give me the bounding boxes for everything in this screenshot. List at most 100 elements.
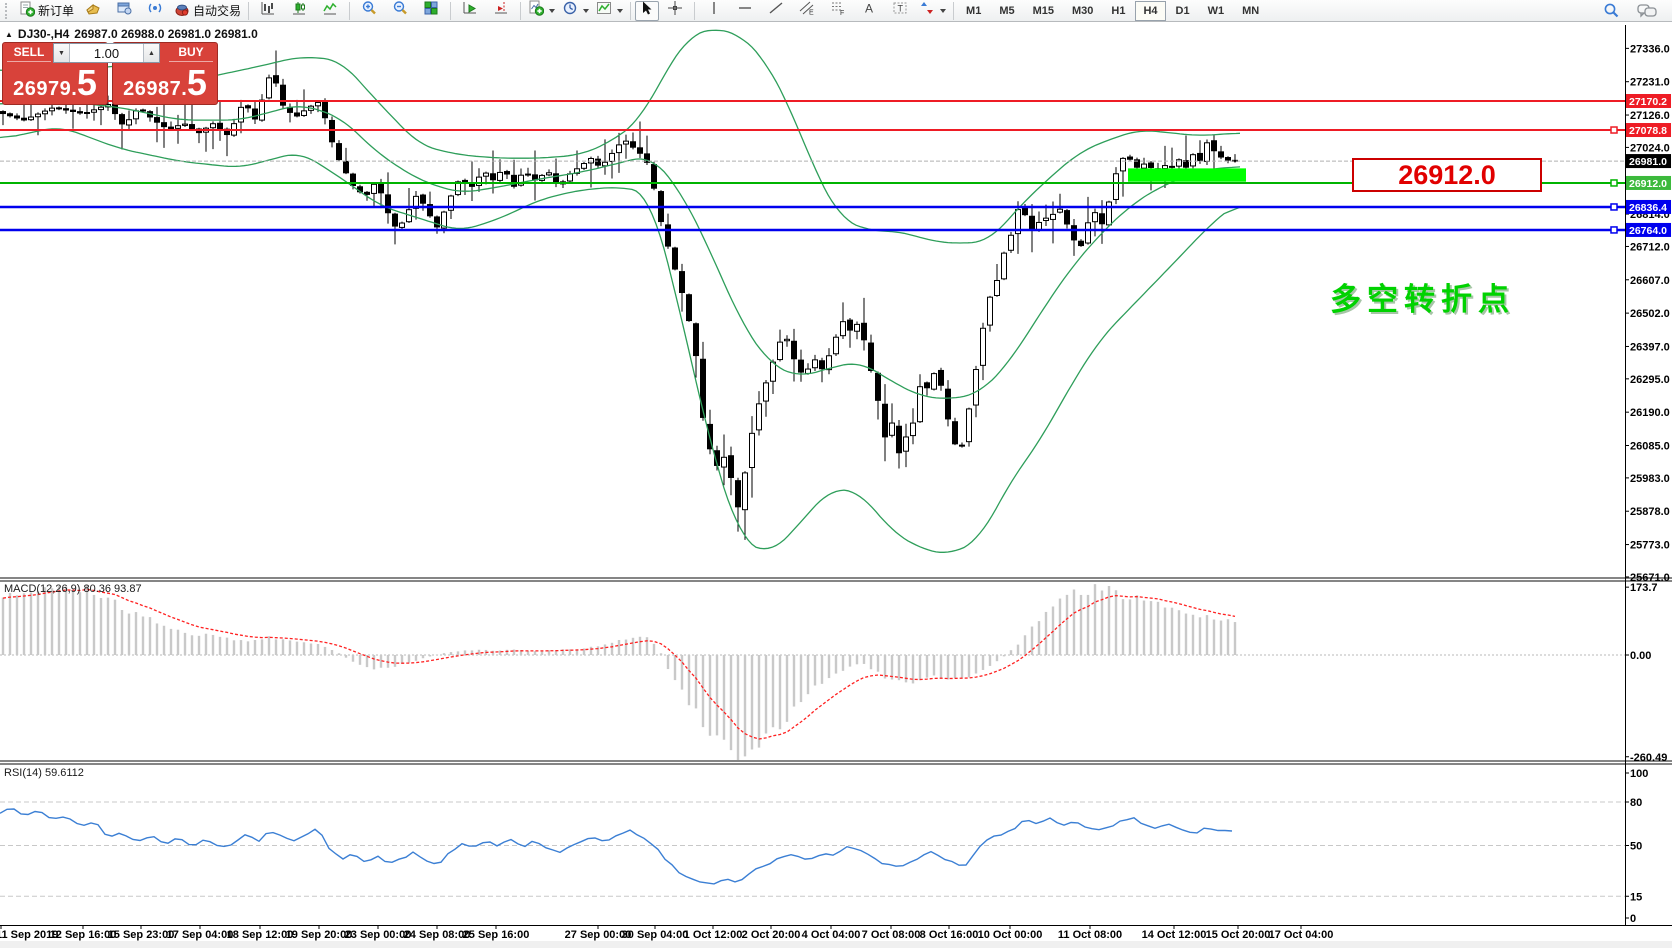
sell-price-dot: . <box>71 78 77 100</box>
text-label-icon: T <box>892 0 908 21</box>
svg-text:26912.0: 26912.0 <box>1629 178 1667 190</box>
svg-text:26397.0: 26397.0 <box>1630 341 1670 353</box>
panel-divider[interactable] <box>0 577 1672 582</box>
chat-button[interactable] <box>1632 1 1662 21</box>
timeframe-button-m15[interactable]: M15 <box>1032 4 1054 17</box>
time-axis[interactable] <box>0 926 1672 942</box>
timeframe-button-m5[interactable]: M5 <box>999 4 1015 17</box>
svg-text:26607.0: 26607.0 <box>1630 275 1670 287</box>
trendline-button[interactable] <box>761 1 791 21</box>
buy-caption: BUY <box>169 44 213 62</box>
svg-text:-260.49: -260.49 <box>1630 752 1667 764</box>
volume-decrease-button[interactable]: ▼ <box>54 44 70 62</box>
rsi-line <box>0 808 1233 885</box>
timeframe-button-mn[interactable]: MN <box>1242 4 1260 17</box>
candlestick-button[interactable] <box>284 1 314 21</box>
svg-text:2 Oct 20:00: 2 Oct 20:00 <box>742 929 801 941</box>
chart-ohlc-values: 26987.0 26988.0 26981.0 26981.0 <box>74 27 258 41</box>
text-button[interactable]: A <box>854 1 884 21</box>
svg-text:17 Oct 04:00: 17 Oct 04:00 <box>1269 929 1334 941</box>
equidistant-channel-icon: E <box>799 0 815 21</box>
svg-text:1 Oct 12:00: 1 Oct 12:00 <box>684 929 743 941</box>
buy-price: 26987. 5 <box>113 62 217 103</box>
chart-shift-button[interactable] <box>486 1 516 21</box>
profiles-button[interactable] <box>559 1 592 21</box>
text-label-button[interactable]: T <box>885 1 915 21</box>
svg-text:100: 100 <box>1630 768 1648 780</box>
toolbar-separator <box>694 1 696 20</box>
auto-scroll-button[interactable] <box>455 1 485 21</box>
svg-text:26502.0: 26502.0 <box>1630 308 1670 320</box>
timeframe-button-h1[interactable]: H1 <box>1111 4 1126 17</box>
svg-text:10 Oct 00:00: 10 Oct 00:00 <box>978 929 1043 941</box>
bollinger-band <box>0 128 1241 553</box>
tile-windows-button[interactable] <box>416 1 446 21</box>
svg-text:19 Sep 20:00: 19 Sep 20:00 <box>286 929 353 941</box>
vertical-line-button[interactable] <box>699 1 729 21</box>
horizontal-line-button[interactable] <box>730 1 760 21</box>
svg-text:23 Sep 00:00: 23 Sep 00:00 <box>345 929 412 941</box>
collapse-triangle-icon: ▲ <box>5 29 13 39</box>
indicators-icon <box>596 0 612 21</box>
svg-text:26295.0: 26295.0 <box>1630 374 1670 386</box>
price-annotation-box[interactable]: 26912.0 <box>1352 158 1542 192</box>
equidistant-channel-button[interactable]: E <box>792 1 822 21</box>
timeframe-button-m30[interactable]: M30 <box>1072 4 1094 17</box>
price-axis-label-27170.2: 27170.2 <box>1626 94 1671 108</box>
svg-text:26764.0: 26764.0 <box>1629 225 1667 237</box>
svg-text:25878.0: 25878.0 <box>1630 506 1670 518</box>
toolbar-separator <box>248 1 250 20</box>
price-axis-label-26836.4: 26836.4 <box>1626 199 1671 214</box>
toolbar-separator <box>953 1 955 20</box>
main-chart-panel <box>0 29 1625 553</box>
one-click-trade-panel: SELL 26979.5 BUY 26987.5 ▼ ▲ <box>2 42 218 105</box>
svg-text:11 Oct 08:00: 11 Oct 08:00 <box>1058 929 1122 941</box>
panel-divider[interactable] <box>0 760 1672 765</box>
toolbar-grip <box>5 2 12 19</box>
buy-price-main: 26987 <box>123 78 182 100</box>
sell-price: 26979. 5 <box>3 62 107 103</box>
svg-text:15 Sep 23:00: 15 Sep 23:00 <box>108 929 175 941</box>
fibonacci-button[interactable]: F <box>823 1 853 21</box>
timeframe-button-h4[interactable]: H4 <box>1135 0 1166 21</box>
bar-chart-button[interactable] <box>253 1 283 21</box>
new-chart-button[interactable] <box>525 0 558 21</box>
candlestick-icon <box>291 0 307 21</box>
autotrade-button[interactable]: 自动交易 <box>171 1 244 21</box>
svg-text:27024.0: 27024.0 <box>1630 142 1670 154</box>
price-axis[interactable] <box>1626 25 1672 925</box>
search-button[interactable] <box>1596 1 1626 21</box>
timeframe-button-d1[interactable]: D1 <box>1175 4 1190 17</box>
svg-text:12 Sep 16:00: 12 Sep 16:00 <box>50 929 117 941</box>
fibonacci-icon: F <box>830 0 846 21</box>
sell-caption: SELL <box>7 44 51 62</box>
svg-text:25671.0: 25671.0 <box>1630 572 1670 584</box>
indicators-button[interactable] <box>593 1 626 21</box>
new-order-button[interactable]: 新订单 <box>16 1 77 21</box>
toolbar-separator <box>349 1 351 20</box>
window-bottom-edge <box>0 941 1672 948</box>
market-watch-button[interactable] <box>78 1 108 21</box>
sell-price-pip: 5 <box>76 62 97 103</box>
data-window-button[interactable] <box>109 1 139 21</box>
timeframe-button-m1[interactable]: M1 <box>966 4 982 17</box>
zoom-out-button[interactable] <box>385 1 415 21</box>
arrows-button[interactable] <box>916 1 949 21</box>
volume-increase-button[interactable]: ▲ <box>143 44 159 62</box>
chinese-annotation-text[interactable]: 多空转折点 <box>1330 282 1515 317</box>
toolbar-separator <box>520 1 522 20</box>
svg-text:26712.0: 26712.0 <box>1630 241 1670 253</box>
cursor-button[interactable] <box>635 0 660 21</box>
volume-input[interactable] <box>70 44 143 62</box>
buy-price-pip: 5 <box>186 62 207 103</box>
crosshair-button[interactable] <box>660 1 690 21</box>
text-icon: A <box>861 0 877 21</box>
line-chart-button[interactable] <box>315 1 345 21</box>
alerts-button[interactable] <box>140 1 170 21</box>
svg-text:25 Sep 16:00: 25 Sep 16:00 <box>463 929 530 941</box>
svg-text:30 Sep 04:00: 30 Sep 04:00 <box>622 929 689 941</box>
timeframe-button-w1[interactable]: W1 <box>1207 4 1225 17</box>
zoom-in-button[interactable] <box>354 1 384 21</box>
